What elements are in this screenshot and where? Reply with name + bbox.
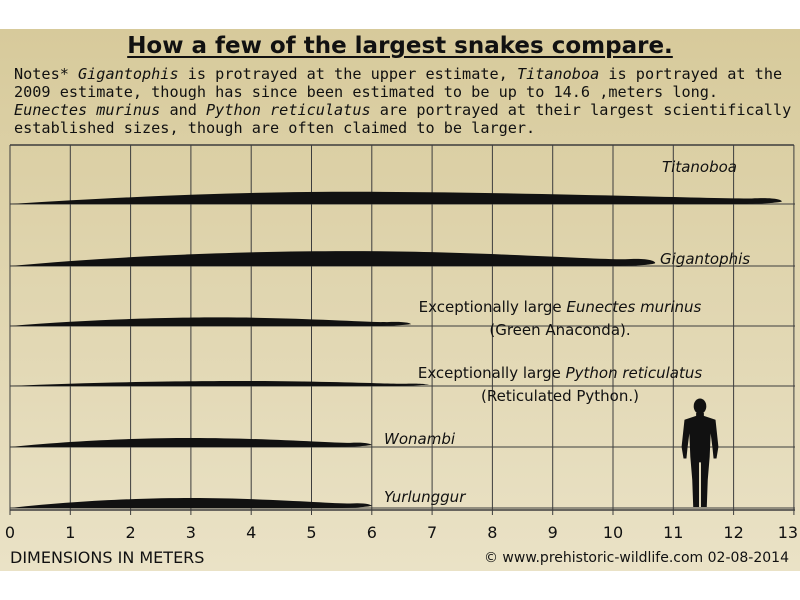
snake-label-segment: Wonambi [384,430,456,448]
snake-label-segment: Eunectes murinus [566,298,701,316]
notes-species-name: Titanoboa [516,65,600,83]
axis-tick-label: 12 [723,523,743,542]
axis-title: DIMENSIONS IN METERS [10,548,205,567]
x-axis: 0 1 2 3 4 5 6 7 8 9 10 11 12 13 [5,509,798,542]
snake-labels: Titanoboa Gigantophis Exceptionally large … [384,158,750,506]
snake-label-segment: Exceptionally large [419,298,567,316]
notes-segment: is protrayed at the upper estimate, [178,65,517,83]
axis-tick-label: 5 [306,523,316,542]
snake-silhouette-python-reticulatus [10,381,430,386]
notes-species-name: Python reticulatus [206,101,371,119]
poster-background [0,29,800,571]
axis-tick-label: 13 [778,523,798,542]
snake-label: Yurlunggur [384,488,466,506]
axis-tick-label: 11 [663,523,683,542]
snake-silhouette-wonambi [10,437,372,447]
axis-tick-label: 10 [603,523,623,542]
snake-silhouette-eunectes-murinus [10,317,411,326]
axis-tick-label: 9 [548,523,558,542]
snake-label-segment: Yurlunggur [384,488,466,506]
chart-title: How a few of the largest snakes compare. [127,33,673,59]
snake-label-segment: Gigantophis [660,250,750,268]
axis-tick-label: 1 [65,523,75,542]
snake-label: Gigantophis [660,250,750,268]
snake-silhouette-gigantophis [10,251,656,266]
snake-silhouette-titanoboa [10,191,782,204]
axis-tick-label: 0 [5,523,15,542]
snake-label: Titanoboa [662,158,737,176]
snake-silhouette-yurlunggur [10,498,372,508]
notes-species-name: Eunectes murinus [14,101,161,119]
notes-text: Notes* Gigantophis is protrayed at the u… [14,65,796,137]
snake-silhouettes [10,191,782,508]
snake-label: Exceptionally large Python reticulatus [418,364,702,382]
human-body [681,412,719,507]
notes-segment: and [160,101,207,119]
snake-label: (Reticulated Python.) [481,387,639,405]
human-head [693,398,707,414]
axis-tick-label: 3 [186,523,196,542]
snake-label: (Green Anaconda). [489,321,630,339]
axis-tick-label: 6 [367,523,377,542]
notes-species-name: Gigantophis [78,65,179,83]
snake-label: Exceptionally large Eunectes murinus [419,298,702,316]
snake-label: Wonambi [384,430,456,448]
snake-label-segment: Exceptionally large [418,364,566,382]
human-scale-figure [681,398,719,507]
snake-label-segment: Titanoboa [662,158,737,176]
axis-tick-label: 8 [487,523,497,542]
snake-label-segment: (Reticulated Python.) [481,387,639,405]
axis-tick-label: 7 [427,523,437,542]
copyright-credit: © www.prehistoric-wildlife.com 02-08-201… [483,550,789,566]
notes-segment: is portrayed at the 2009 estimate, thoug… [14,65,783,101]
snake-label-segment: (Green Anaconda). [489,321,630,339]
notes-segment: are portrayed at their largest scientifi… [14,101,792,137]
notes-segment: Notes* [14,65,79,83]
axis-tick-label: 4 [246,523,256,542]
snake-label-segment: Python reticulatus [566,364,703,382]
axis-tick-label: 2 [126,523,136,542]
